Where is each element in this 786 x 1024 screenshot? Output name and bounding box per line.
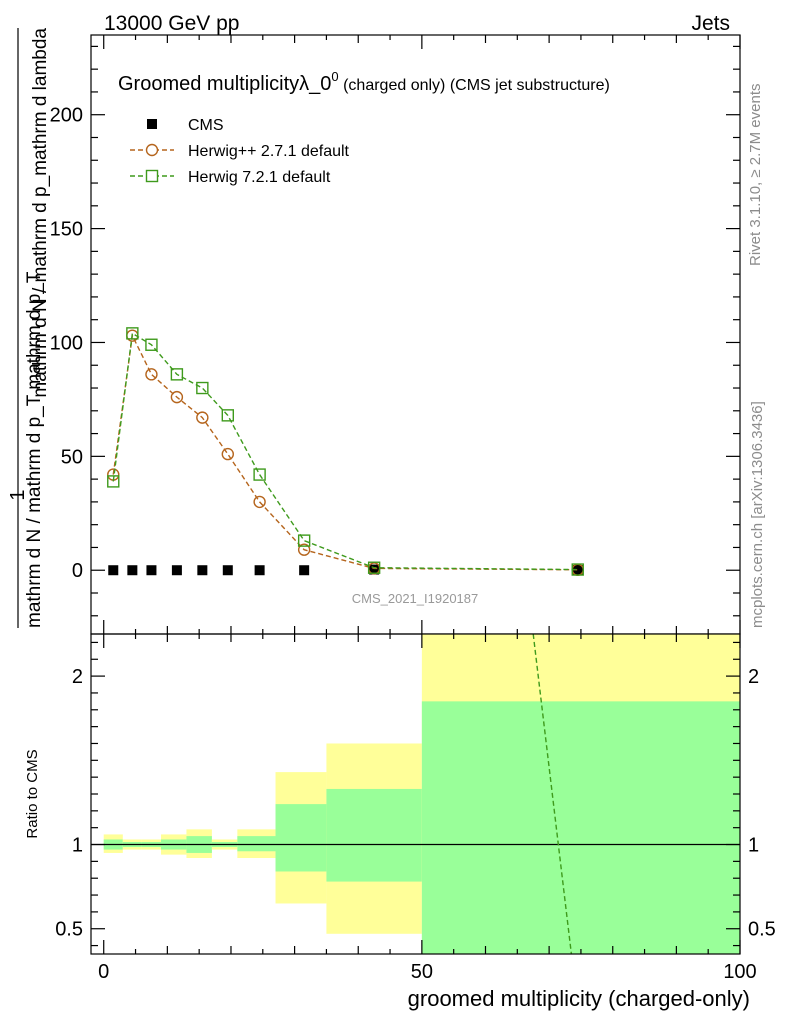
x-axis-label: groomed multiplicity (charged-only)	[408, 986, 750, 1011]
ratio-band-green	[237, 836, 276, 852]
main-plot-title: Groomed multiplicityλ_00 (charged only) …	[118, 69, 610, 95]
herwig7-point	[126, 327, 139, 340]
main-y-axis: 0 50 100 150 200	[50, 45, 740, 617]
ratio-band-green	[275, 804, 327, 872]
herwig7-point	[107, 475, 120, 488]
ratio-y-tick-label: 2	[72, 666, 83, 688]
ratio-y-tick-label-right: 2	[748, 666, 759, 688]
herwig7-point	[221, 409, 234, 422]
herwig7-point	[253, 468, 266, 481]
herwig7-point	[367, 561, 381, 574]
herwig7-point	[571, 563, 584, 576]
herwigpp-point	[297, 543, 311, 556]
herwigpp-point	[170, 390, 184, 404]
ratio-series-layer	[532, 633, 573, 955]
ratio-y-tick-label: 0.5	[55, 919, 83, 941]
cms-data-point	[108, 565, 119, 576]
cms-data-point	[127, 565, 138, 576]
x-tick-label: 100	[723, 961, 756, 983]
main-y-tick-label: 50	[61, 446, 83, 468]
legend-entry-label: Herwig++ 2.7.1 default	[188, 143, 350, 160]
cms-data-point	[222, 565, 233, 576]
cms-data-point	[369, 564, 380, 575]
side-text-bottom: mcplots.cern.ch [arXiv:1306.3436]	[749, 401, 766, 628]
cms-data-point	[254, 565, 265, 576]
main-ylabel-numerator: mathrm d N / mathrm d p_mathrm d lambda	[30, 28, 51, 398]
title-tail: (charged only) (CMS jet substructure)	[339, 77, 610, 94]
herwig7-point	[145, 338, 158, 351]
main-y-tick-label: 150	[50, 219, 83, 241]
title-main: Groomed multiplicityλ_0	[118, 73, 331, 95]
ratio-y-axis: 0.5 0.5 1 1 2 2	[55, 641, 776, 947]
main-series-layer	[107, 327, 584, 576]
header-right-label: Jets	[691, 12, 730, 35]
legend-entry-label: CMS	[188, 117, 224, 134]
side-text-top: Rivet 3.1.10, ≥ 2.7M events	[747, 84, 764, 267]
legend-marker-cms	[147, 119, 157, 129]
herwig7-point	[297, 534, 311, 547]
herwigpp-point	[221, 447, 234, 461]
cms-data-point	[572, 565, 583, 576]
main-ylabel: 1 mathrm d N / mathrm d p_mathrm d lambd…	[7, 28, 51, 628]
main-y-tick-label: 200	[50, 105, 83, 127]
series-line-1	[112, 333, 578, 571]
cms-data-point	[171, 565, 182, 576]
legend-marker-circle	[145, 143, 159, 157]
ratio-series-line	[532, 633, 573, 955]
header-left-label: 13000 GeV pp	[104, 12, 239, 35]
main-y-tick-label: 100	[50, 332, 83, 354]
herwig7-point	[170, 368, 184, 381]
cms-data-point	[197, 565, 208, 576]
legend: CMS Herwig++ 2.7.1 default Herwig 7.2.1 de…	[130, 117, 350, 186]
herwigpp-point	[196, 411, 209, 424]
watermark: CMS_2021_I1920187	[352, 591, 479, 606]
main-ylabel-denominator: mathrm d N / mathrm d p_T mathrm d p_T	[24, 271, 45, 628]
ratio-y-tick-label: 1	[72, 835, 83, 857]
series-line-2	[112, 332, 578, 571]
ratio-y-tick-label-right: 0.5	[748, 919, 776, 941]
ratio-ylabel: Ratio to CMS	[24, 749, 41, 838]
cms-data-point	[299, 565, 310, 576]
ratio-plot: 0.5 0.5 1 1 2 2 Ratio to CMS	[24, 633, 776, 955]
legend-entry-label: Herwig 7.2.1 default	[188, 169, 331, 186]
x-tick-label: 50	[411, 961, 433, 983]
herwigpp-point	[253, 495, 266, 509]
ratio-band-green	[326, 788, 422, 882]
herwig7-point	[196, 381, 209, 395]
herwigpp-point	[145, 368, 158, 381]
title-superscript: 0	[331, 69, 338, 84]
ratio-y-tick-label-right: 1	[748, 835, 759, 857]
cms-data-point	[146, 565, 157, 576]
legend-marker-square	[145, 169, 159, 183]
main-y-tick-label: 0	[72, 560, 83, 582]
ratio-uncertainty-bands	[103, 634, 740, 954]
ratio-band-green	[421, 701, 740, 954]
x-axis: 0 50 100	[98, 35, 757, 983]
x-tick-label: 0	[98, 961, 109, 983]
